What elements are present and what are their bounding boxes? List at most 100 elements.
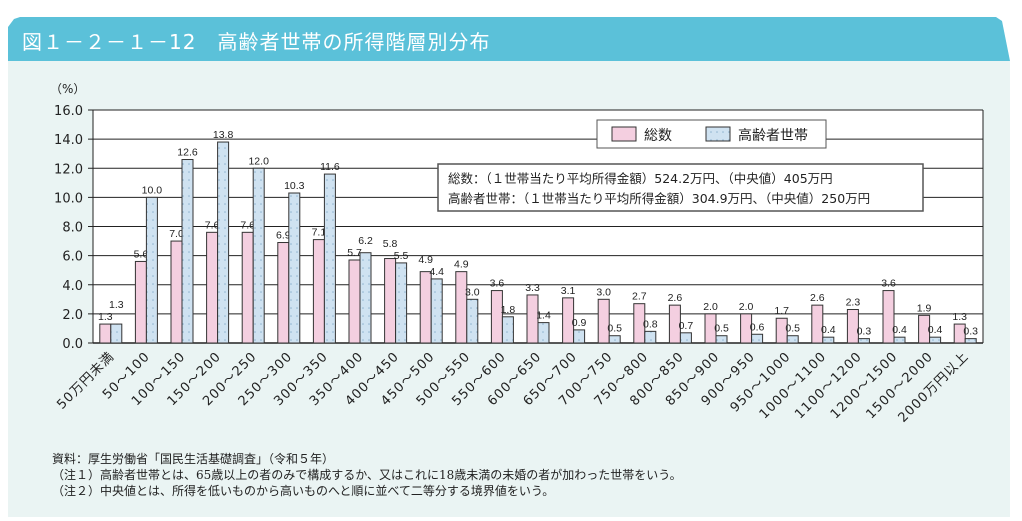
data-label: 6.9 <box>276 230 291 242</box>
data-label: 0.9 <box>572 317 587 329</box>
y-tick-label: 14.0 <box>54 133 83 148</box>
data-label: 2.0 <box>739 301 754 313</box>
y-tick-label: 0.0 <box>62 337 83 352</box>
bar-elderly <box>644 330 657 344</box>
data-label: 3.6 <box>490 278 505 290</box>
annotation-box <box>437 163 924 212</box>
legend-swatch-elderly <box>705 126 731 142</box>
bar-elderly <box>466 298 479 344</box>
data-label: 1.4 <box>536 310 551 322</box>
data-label: 5.7 <box>347 247 362 259</box>
y-tick-label: 6.0 <box>62 250 83 265</box>
bar-total <box>633 303 646 344</box>
legend-label-total: 総数 <box>644 128 672 144</box>
bar-total <box>846 309 859 344</box>
bar-elderly <box>430 278 443 344</box>
legend-label-elderly: 高齢者世帯 <box>738 127 808 144</box>
data-label: 1.8 <box>501 304 516 316</box>
y-tick-label: 12.0 <box>54 162 83 177</box>
data-label: 0.3 <box>963 326 978 338</box>
data-label: 5.8 <box>383 238 398 250</box>
data-label: 0.4 <box>821 324 836 336</box>
y-tick-label: 16.0 <box>54 104 83 119</box>
bar-total <box>312 239 325 344</box>
bar-elderly <box>857 338 870 344</box>
data-label: 2.7 <box>632 291 647 303</box>
data-label: 0.7 <box>679 320 694 332</box>
bar-total <box>99 323 112 344</box>
bar-total <box>348 259 361 344</box>
data-label: 0.3 <box>857 326 872 338</box>
data-label: 10.0 <box>142 184 163 196</box>
bar-elderly <box>217 141 230 344</box>
annotation-total: 総数：（１世帯当たり平均所得金額）524.2万円、（中央値）405万円 <box>448 171 833 186</box>
data-label: 4.9 <box>418 254 433 266</box>
data-label: 6.2 <box>358 235 373 247</box>
bar-elderly <box>252 167 265 344</box>
data-label: 0.4 <box>892 324 907 336</box>
data-label: 3.1 <box>561 285 576 297</box>
note-1: （注１）高齢者世帯とは、65歳以上の者のみで構成するか、又はこれに18歳未満の未… <box>52 468 682 482</box>
bar-elderly <box>893 336 906 344</box>
bar-total <box>419 271 432 344</box>
bar-total <box>953 323 966 344</box>
y-tick-label: 4.0 <box>62 279 83 294</box>
data-label: 2.6 <box>810 292 825 304</box>
data-label: 7.6 <box>240 219 255 231</box>
data-label: 7.1 <box>312 227 327 239</box>
data-label: 7.0 <box>169 228 184 240</box>
bar-elderly <box>395 262 408 344</box>
bar-elderly <box>573 329 586 344</box>
bar-elderly <box>715 335 728 344</box>
data-label: 1.3 <box>109 299 124 311</box>
bar-elderly <box>679 332 692 344</box>
bar-total <box>811 304 824 344</box>
bar-elderly <box>608 335 621 344</box>
data-label: 3.0 <box>465 286 480 298</box>
bar-total <box>918 314 931 344</box>
data-label: 5.5 <box>394 250 409 262</box>
source-note: 資料：厚生労働省「国民生活基礎調査」（令和５年） <box>52 452 335 466</box>
bar-elderly <box>751 333 764 344</box>
data-label: 0.5 <box>607 323 622 335</box>
data-label: 3.0 <box>596 286 611 298</box>
y-tick-label: 8.0 <box>62 221 83 236</box>
data-label: 11.6 <box>320 161 340 173</box>
bar-elderly <box>110 323 123 344</box>
bar-total <box>170 240 183 344</box>
data-label: 5.6 <box>134 248 149 260</box>
bar-total <box>562 297 575 344</box>
bar-total <box>704 313 717 344</box>
data-label: 1.7 <box>774 305 789 317</box>
data-label: 1.9 <box>917 302 932 314</box>
data-label: 3.6 <box>881 278 896 290</box>
data-label: 2.6 <box>668 292 683 304</box>
bar-total <box>882 290 895 344</box>
data-label: 10.3 <box>284 180 305 192</box>
data-label: 4.4 <box>429 266 444 278</box>
x-tick-label: 50万円未満 <box>54 349 117 412</box>
note-2: （注２）中央値とは、所得を低いものから高いものへと順に並べて二等分する境界値をい… <box>52 484 555 498</box>
bar-elderly <box>964 338 977 344</box>
data-label: 0.6 <box>750 321 765 333</box>
bar-elderly <box>537 322 550 344</box>
data-label: 2.0 <box>703 301 718 313</box>
bar-elderly <box>501 316 514 344</box>
title-bar <box>8 17 1010 61</box>
data-label: 0.5 <box>785 323 800 335</box>
y-tick-label: 2.0 <box>62 308 83 323</box>
data-label: 12.6 <box>177 147 198 159</box>
bar-total <box>277 242 290 344</box>
data-label: 13.8 <box>213 129 234 141</box>
bar-total <box>455 271 468 344</box>
data-label: 0.8 <box>643 318 658 330</box>
data-label: 1.3 <box>952 311 967 323</box>
bar-elderly <box>181 159 194 344</box>
data-label: 0.5 <box>714 323 729 335</box>
bar-total <box>526 294 539 344</box>
y-tick-label: 10.0 <box>54 191 83 206</box>
data-label: 7.6 <box>205 219 220 231</box>
data-label: 12.0 <box>248 155 269 167</box>
bar-elderly <box>323 173 336 344</box>
bar-elderly <box>145 196 158 344</box>
